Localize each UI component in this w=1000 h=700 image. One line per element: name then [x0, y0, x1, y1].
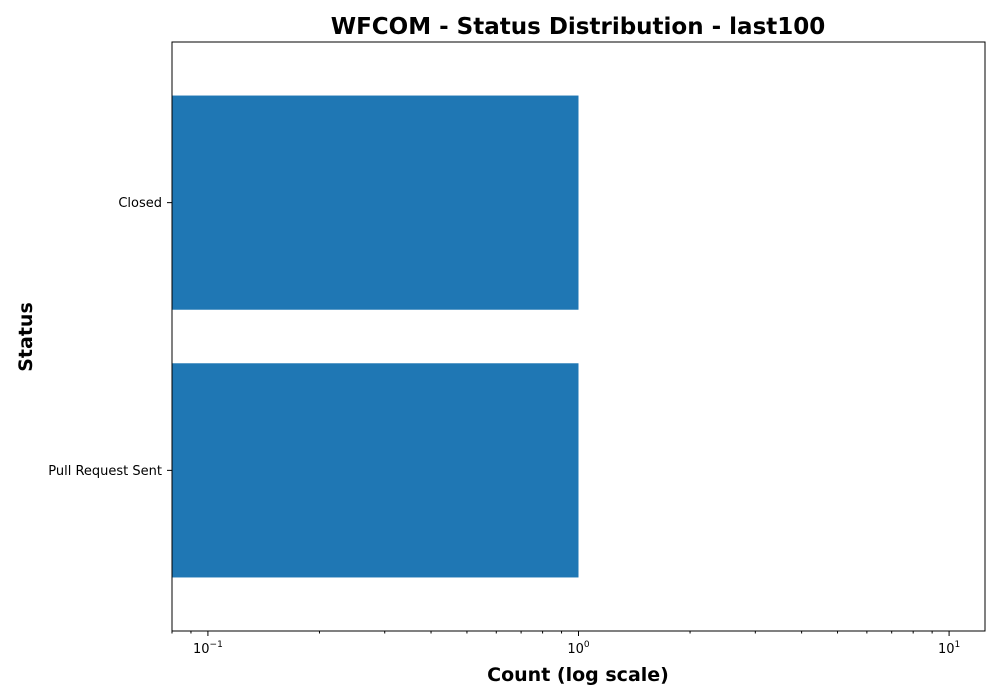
x-tick-label: 101 — [938, 640, 960, 657]
bar — [172, 95, 579, 310]
bar — [172, 363, 579, 578]
y-axis-label: Status — [15, 302, 37, 372]
bars-group — [172, 95, 579, 578]
y-axis-ticks: Closed Pull Request Sent — [48, 196, 172, 479]
x-tick-label: 10−1 — [193, 640, 223, 657]
x-axis-label: Count (log scale) — [487, 664, 669, 686]
y-tick-label: Pull Request Sent — [48, 464, 162, 479]
x-axis-ticks: 10−1 100 101 — [171, 631, 960, 657]
y-tick-label: Closed — [118, 196, 162, 211]
chart-title: WFCOM - Status Distribution - last100 — [331, 14, 826, 40]
x-tick-label: 100 — [567, 640, 590, 657]
